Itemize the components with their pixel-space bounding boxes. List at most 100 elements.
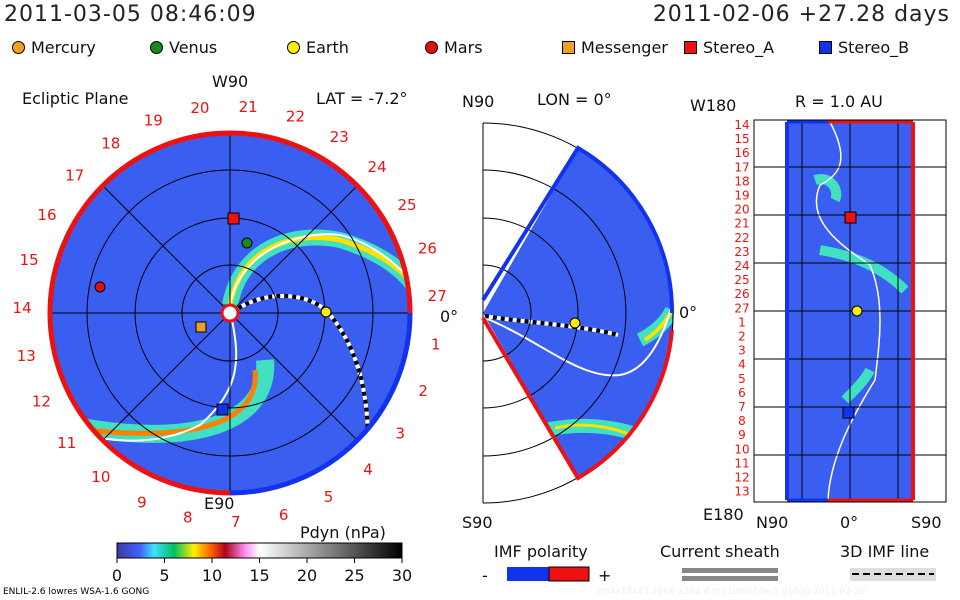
venus-marker — [241, 237, 253, 249]
carrington-label: 13 — [17, 347, 36, 365]
radial-y-label: 19 — [734, 189, 749, 203]
radial-y-label: 27 — [734, 301, 749, 315]
colorbar — [116, 542, 403, 559]
messenger-icon — [562, 41, 575, 54]
carrington-label: 22 — [286, 108, 305, 126]
carrington-label: 21 — [239, 98, 258, 116]
mars-icon — [425, 41, 438, 54]
legend-mars: Mars — [425, 38, 483, 57]
imf-minus-label: - — [482, 566, 488, 585]
carrington-label: 12 — [32, 393, 51, 411]
radial-top-label: W180 — [690, 96, 737, 115]
colorbar-tick-label: 25 — [344, 566, 364, 585]
radial-y-label: 15 — [734, 132, 749, 146]
mars-marker — [94, 281, 106, 293]
legend-earth: Earth — [287, 38, 349, 57]
radial-y-label: 18 — [734, 174, 749, 188]
radial-y-label: 12 — [734, 471, 749, 485]
radial-y-label: 17 — [734, 160, 749, 174]
venus-icon — [150, 41, 163, 54]
legend-label: Mars — [444, 38, 483, 57]
ecliptic-top-label: W90 — [212, 72, 249, 91]
carrington-label: 11 — [57, 434, 76, 452]
radial-y-label: 26 — [734, 287, 749, 301]
carrington-label: 25 — [397, 196, 416, 214]
radial-y-label: 16 — [734, 146, 749, 160]
datetime: 2011-03-05 08:46:09 — [4, 2, 257, 27]
carrington-label: 5 — [324, 488, 334, 506]
colorbar-tick-label: 0 — [112, 566, 122, 585]
radial-y-label: 3 — [738, 344, 746, 358]
sun-icon — [220, 303, 240, 323]
radial-y-label: 7 — [738, 400, 746, 414]
legend-label: Stereo_A — [703, 38, 775, 57]
carrington-label: 6 — [279, 506, 289, 524]
legend-stereo_b: Stereo_B — [819, 38, 909, 57]
colorbar-ticks: 0 5 10 15 20 25 30 — [112, 558, 412, 585]
radial-slice: 1415161718192021222324252627123456789101… — [734, 118, 947, 503]
colorbar-tick-label: 10 — [202, 566, 222, 585]
imf-line-label: 3D IMF line — [840, 542, 930, 561]
radial-y-label: 6 — [738, 386, 746, 400]
radial-y-label: 13 — [734, 485, 749, 499]
carrington-label: 2 — [418, 382, 428, 400]
carrington-label: 16 — [37, 206, 56, 224]
legend-mercury: Mercury — [12, 38, 96, 57]
imf-plus-swatch — [548, 566, 590, 582]
colorbar-tick-label: 30 — [392, 566, 412, 585]
radial-y-label: 2 — [738, 330, 746, 344]
radial-y-label: 23 — [734, 245, 749, 259]
carrington-label: 1 — [431, 335, 441, 353]
carrington-label: 3 — [395, 425, 405, 443]
carrington-label: 18 — [101, 135, 120, 153]
radial-y-label: 8 — [738, 414, 746, 428]
radial-y-labels: 1415161718192021222324252627123456789101… — [734, 118, 749, 499]
meridional-lon: LON = 0° — [537, 90, 612, 109]
earth-marker — [320, 306, 332, 318]
carrington-label: 10 — [91, 468, 110, 486]
radial-y-label: 21 — [734, 217, 749, 231]
stereo-b-marker — [216, 403, 229, 416]
meridional-plane — [481, 122, 675, 504]
carrington-label: 14 — [13, 299, 32, 317]
radial-y-label: 25 — [734, 273, 749, 287]
ecliptic-bottom-label: E90 — [204, 494, 235, 513]
carrington-label: 15 — [20, 251, 39, 269]
colorbar-title: Pdyn (nPa) — [300, 523, 386, 542]
legend-label: Venus — [169, 38, 218, 57]
reference-time: 2011-02-06 +27.28 days — [652, 2, 950, 27]
legend-stereo_a: Stereo_A — [684, 38, 774, 57]
carrington-label: 26 — [418, 240, 437, 258]
legend-label: Earth — [306, 38, 349, 57]
mercury-icon — [12, 41, 25, 54]
legend-label: Messenger — [581, 38, 668, 57]
radial-y-label: 1 — [738, 315, 746, 329]
run-info: .//64x15x45.2068-a2b2.4-mp1umn1de-1.g15q… — [595, 587, 866, 597]
radial-y-label: 20 — [734, 203, 749, 217]
carrington-label: 4 — [363, 461, 373, 479]
meridional-bottom-label: S90 — [462, 513, 493, 532]
earth-icon — [287, 41, 300, 54]
imf-plus-label: + — [598, 566, 612, 585]
radial-y-label: 24 — [734, 259, 749, 273]
carrington-label: 20 — [190, 99, 209, 117]
imf-minus-swatch — [507, 567, 549, 581]
ecliptic-right-label: 0° — [440, 307, 459, 326]
messenger-marker — [195, 321, 207, 333]
radial-x-left: N90 — [756, 513, 789, 532]
stereo_b-icon — [819, 41, 832, 54]
legend-venus: Venus — [150, 38, 217, 57]
imf-polarity-label: IMF polarity — [494, 542, 588, 561]
radial-x-right: S90 — [911, 513, 942, 532]
radial-title: R = 1.0 AU — [795, 92, 883, 111]
colorbar-tick-label: 15 — [249, 566, 269, 585]
current-sheath-label: Current sheath — [660, 542, 780, 561]
ecliptic-lat: LAT = -7.2° — [316, 89, 408, 108]
radial-y-label: 9 — [738, 428, 746, 442]
ecliptic-title: Ecliptic Plane — [22, 89, 129, 108]
carrington-label: 9 — [137, 493, 147, 511]
carrington-label: 27 — [428, 287, 447, 305]
stereo-a-marker — [227, 212, 240, 225]
